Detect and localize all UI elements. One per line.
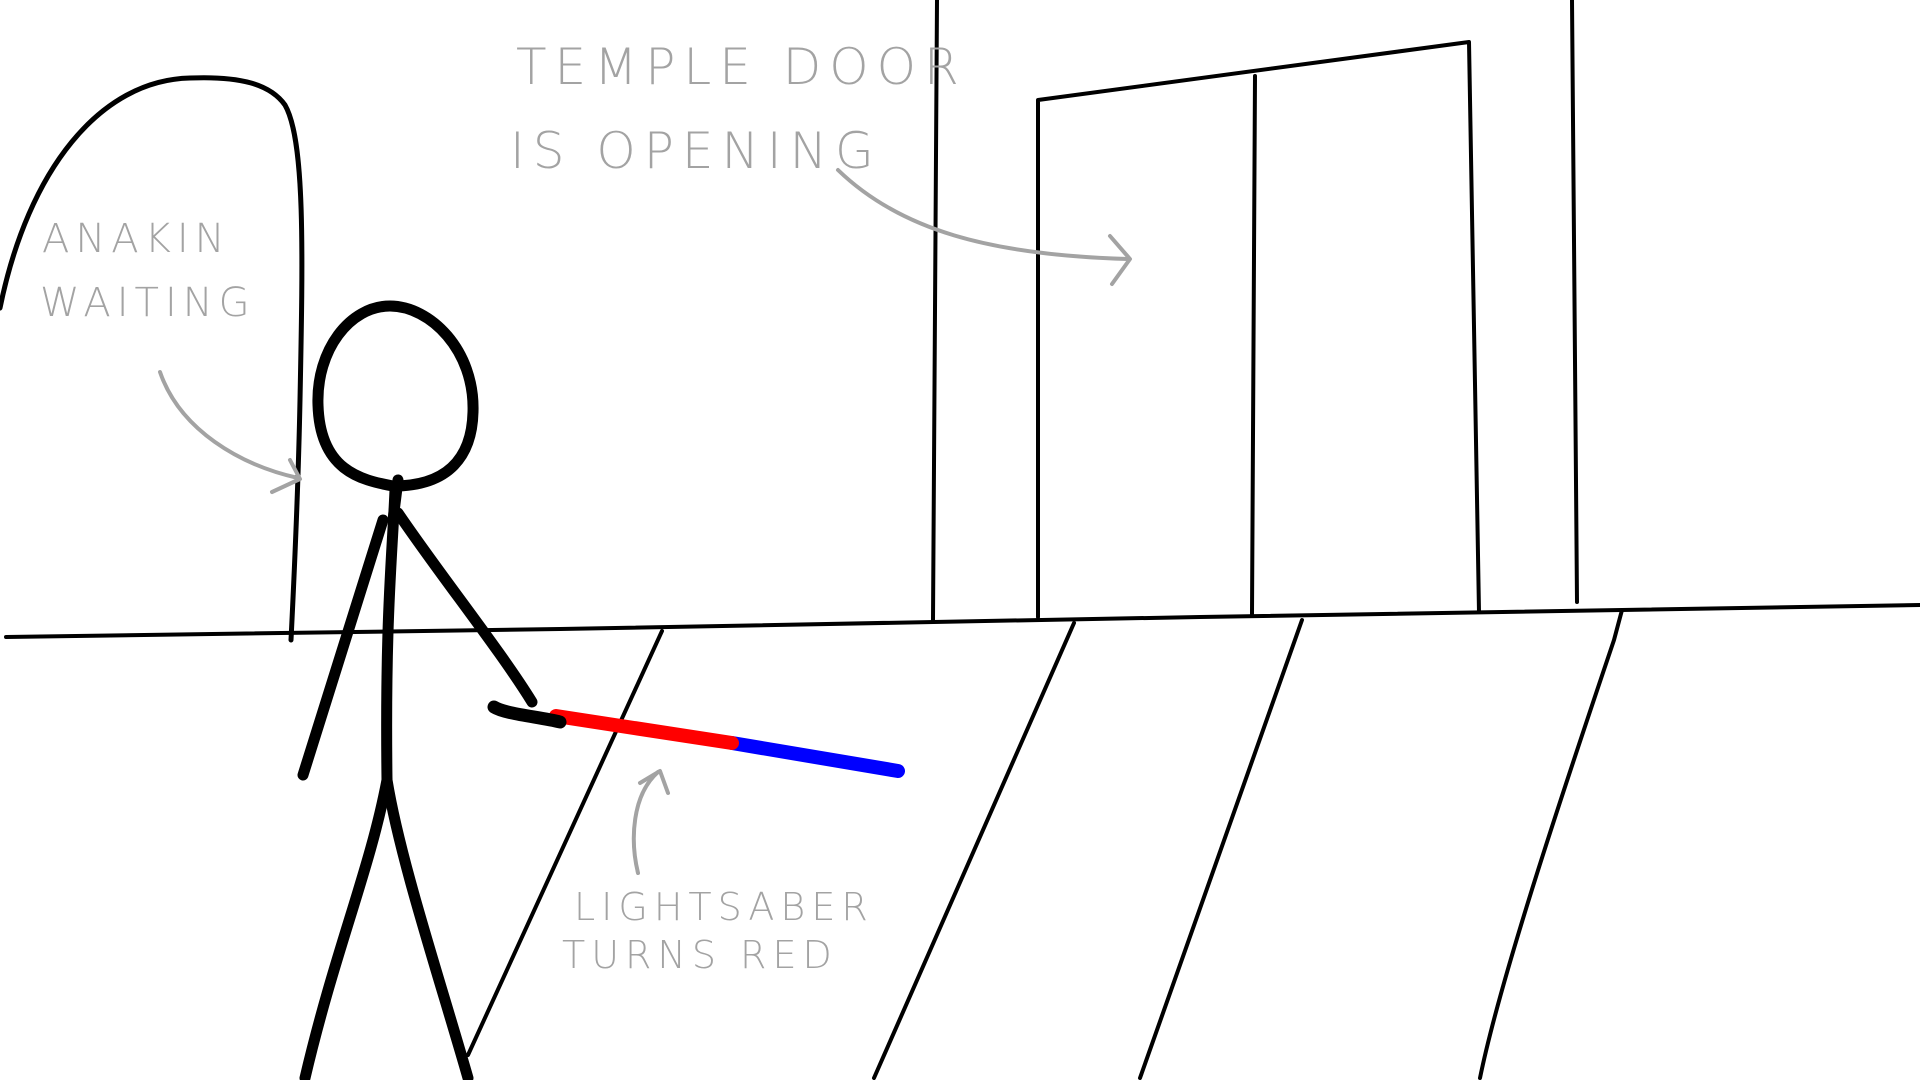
stick-figure-head xyxy=(312,300,479,492)
stick-figure xyxy=(297,300,538,1080)
floor-tile-line xyxy=(1478,608,1624,1080)
lightsaber-blade-blue xyxy=(725,736,905,778)
arrow-head-icon xyxy=(1108,234,1132,286)
annotation-door-line2: IS OPENING xyxy=(510,122,882,180)
annotation-anakin-waiting: ANAKIN WAITING xyxy=(40,216,302,494)
stick-figure-leg-left xyxy=(299,774,393,1080)
floor-tile-line xyxy=(466,629,664,1057)
wall-pillar-right xyxy=(1570,0,1579,604)
temple-door-seam xyxy=(1250,74,1257,616)
stick-figure-arm-back xyxy=(297,514,389,781)
stick-figure-arm-front xyxy=(392,507,538,708)
floor-line xyxy=(4,603,1920,639)
floor-tile-line xyxy=(1138,618,1304,1080)
annotation-saber-line1: LIGHTSABER xyxy=(574,885,874,929)
arrow-head-icon xyxy=(270,458,302,494)
annotation-anakin-line2: WAITING xyxy=(40,280,256,326)
lightsaber-hilt xyxy=(487,700,567,729)
stick-figure-leg-right xyxy=(381,774,474,1080)
arrow-head-icon xyxy=(638,769,670,795)
annotation-anakin-arrow xyxy=(158,370,300,480)
annotation-saber-line2: TURNS RED xyxy=(562,933,838,977)
annotation-door-arrow xyxy=(836,168,1130,261)
stick-figure-torso xyxy=(381,484,401,786)
annotation-saber-arrow xyxy=(631,770,660,875)
lightsaber xyxy=(487,700,905,778)
annotation-temple-door: TEMPLE DOOR IS OPENING xyxy=(510,38,1132,286)
annotation-lightsaber-red: LIGHTSABER TURNS RED xyxy=(562,769,874,977)
annotation-anakin-line1: ANAKIN xyxy=(42,216,231,262)
annotation-door-line1: TEMPLE DOOR xyxy=(516,38,967,96)
archway xyxy=(0,75,305,643)
wall-pillar-left xyxy=(931,0,939,622)
lightsaber-blade-red xyxy=(549,709,739,750)
temple-door xyxy=(1036,40,1481,619)
floor-tile-line xyxy=(872,621,1076,1080)
